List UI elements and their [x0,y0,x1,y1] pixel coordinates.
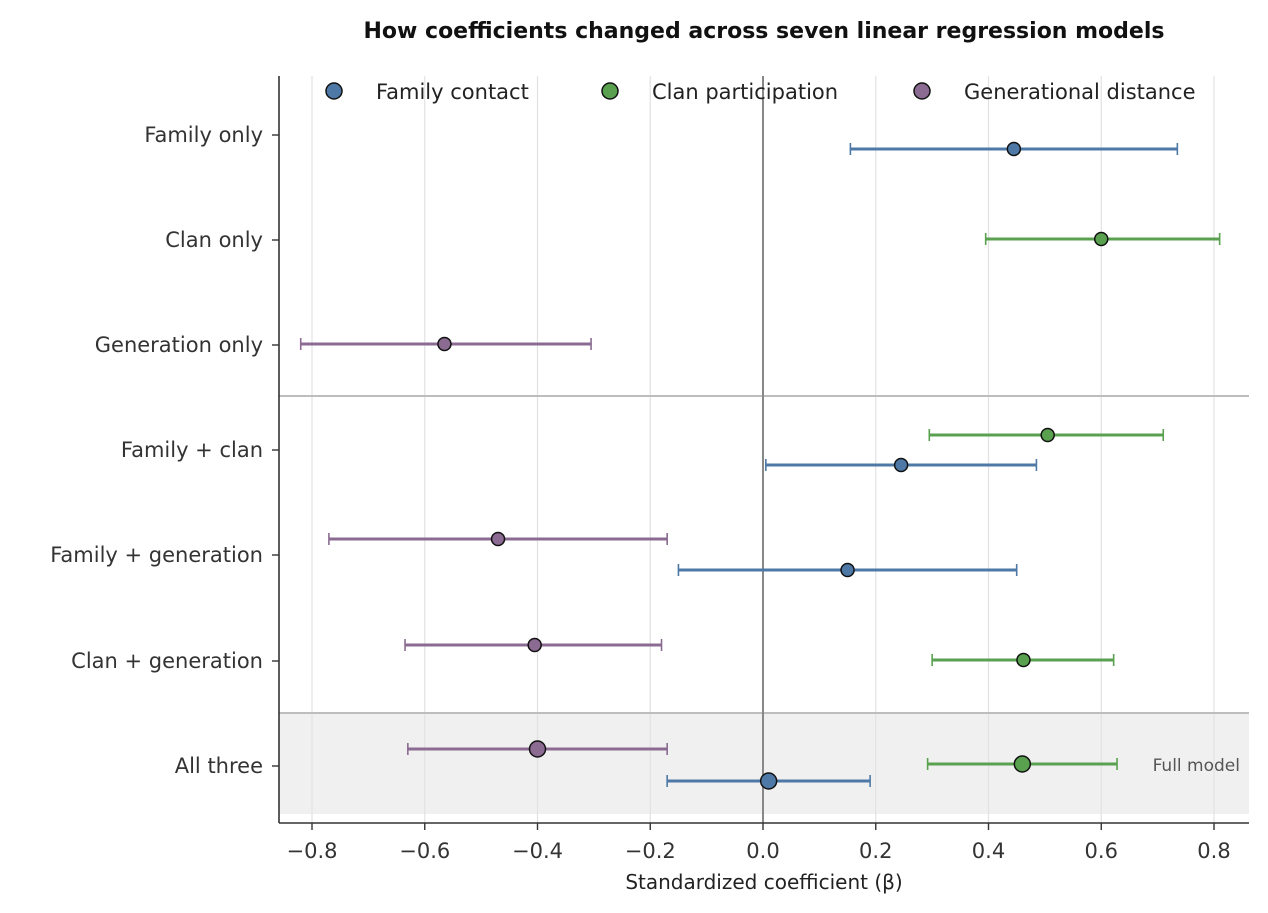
x-axis-ticks: −0.8 −0.6 −0.4 −0.2 0.0 0.2 0.4 0.6 0.8 [287,823,1231,863]
coefficient-point [527,637,542,653]
coefficient-point [437,336,452,352]
y-tick-label: Family + generation [50,543,263,567]
x-tick-label: −0.4 [512,839,563,863]
legend-marker [325,82,343,100]
legend-label: Family contact [376,80,529,104]
x-tick-label: 0.8 [1197,839,1230,863]
legend: Family contact Clan participation Generati… [325,80,1196,104]
y-tick-label: Clan + generation [71,649,263,673]
x-tick-label: 0.6 [1085,839,1118,863]
y-axis-ticks: Family only Clan only Generation only Famil… [50,123,279,778]
x-tick-label: −0.8 [287,839,338,863]
legend-label: Generational distance [964,80,1196,104]
legend-marker [913,82,931,100]
y-tick-label: All three [175,754,263,778]
coefficient-point [1094,231,1109,247]
coefficient-point [1006,141,1022,157]
y-tick-label: Generation only [95,333,263,357]
y-tick-label: Family + clan [121,438,263,462]
coefficient-point [528,740,547,758]
coefficient-point [1040,427,1055,443]
x-tick-label: −0.6 [399,839,450,863]
coefficient-point [759,772,778,790]
x-tick-label: −0.2 [625,839,676,863]
x-gridlines [311,76,1215,823]
coefficient-point [1013,755,1032,773]
full-model-label: Full model [1153,756,1240,776]
x-tick-label: 0.2 [859,839,892,863]
coefficient-point [840,562,855,578]
coefficient-point [1016,652,1031,668]
legend-marker [601,82,619,100]
x-tick-label: 0.0 [746,839,779,863]
y-tick-label: Family only [144,123,263,147]
coefficient-point [893,457,909,473]
coefficient-point [490,531,506,547]
coefficient-marks [299,141,1221,790]
y-tick-label: Clan only [165,228,263,252]
legend-label: Clan participation [652,80,838,104]
x-tick-label: 0.4 [972,839,1005,863]
chart-title: How coefficients changed across seven li… [364,19,1165,44]
x-axis-label: Standardized coefficient (β) [625,870,902,894]
